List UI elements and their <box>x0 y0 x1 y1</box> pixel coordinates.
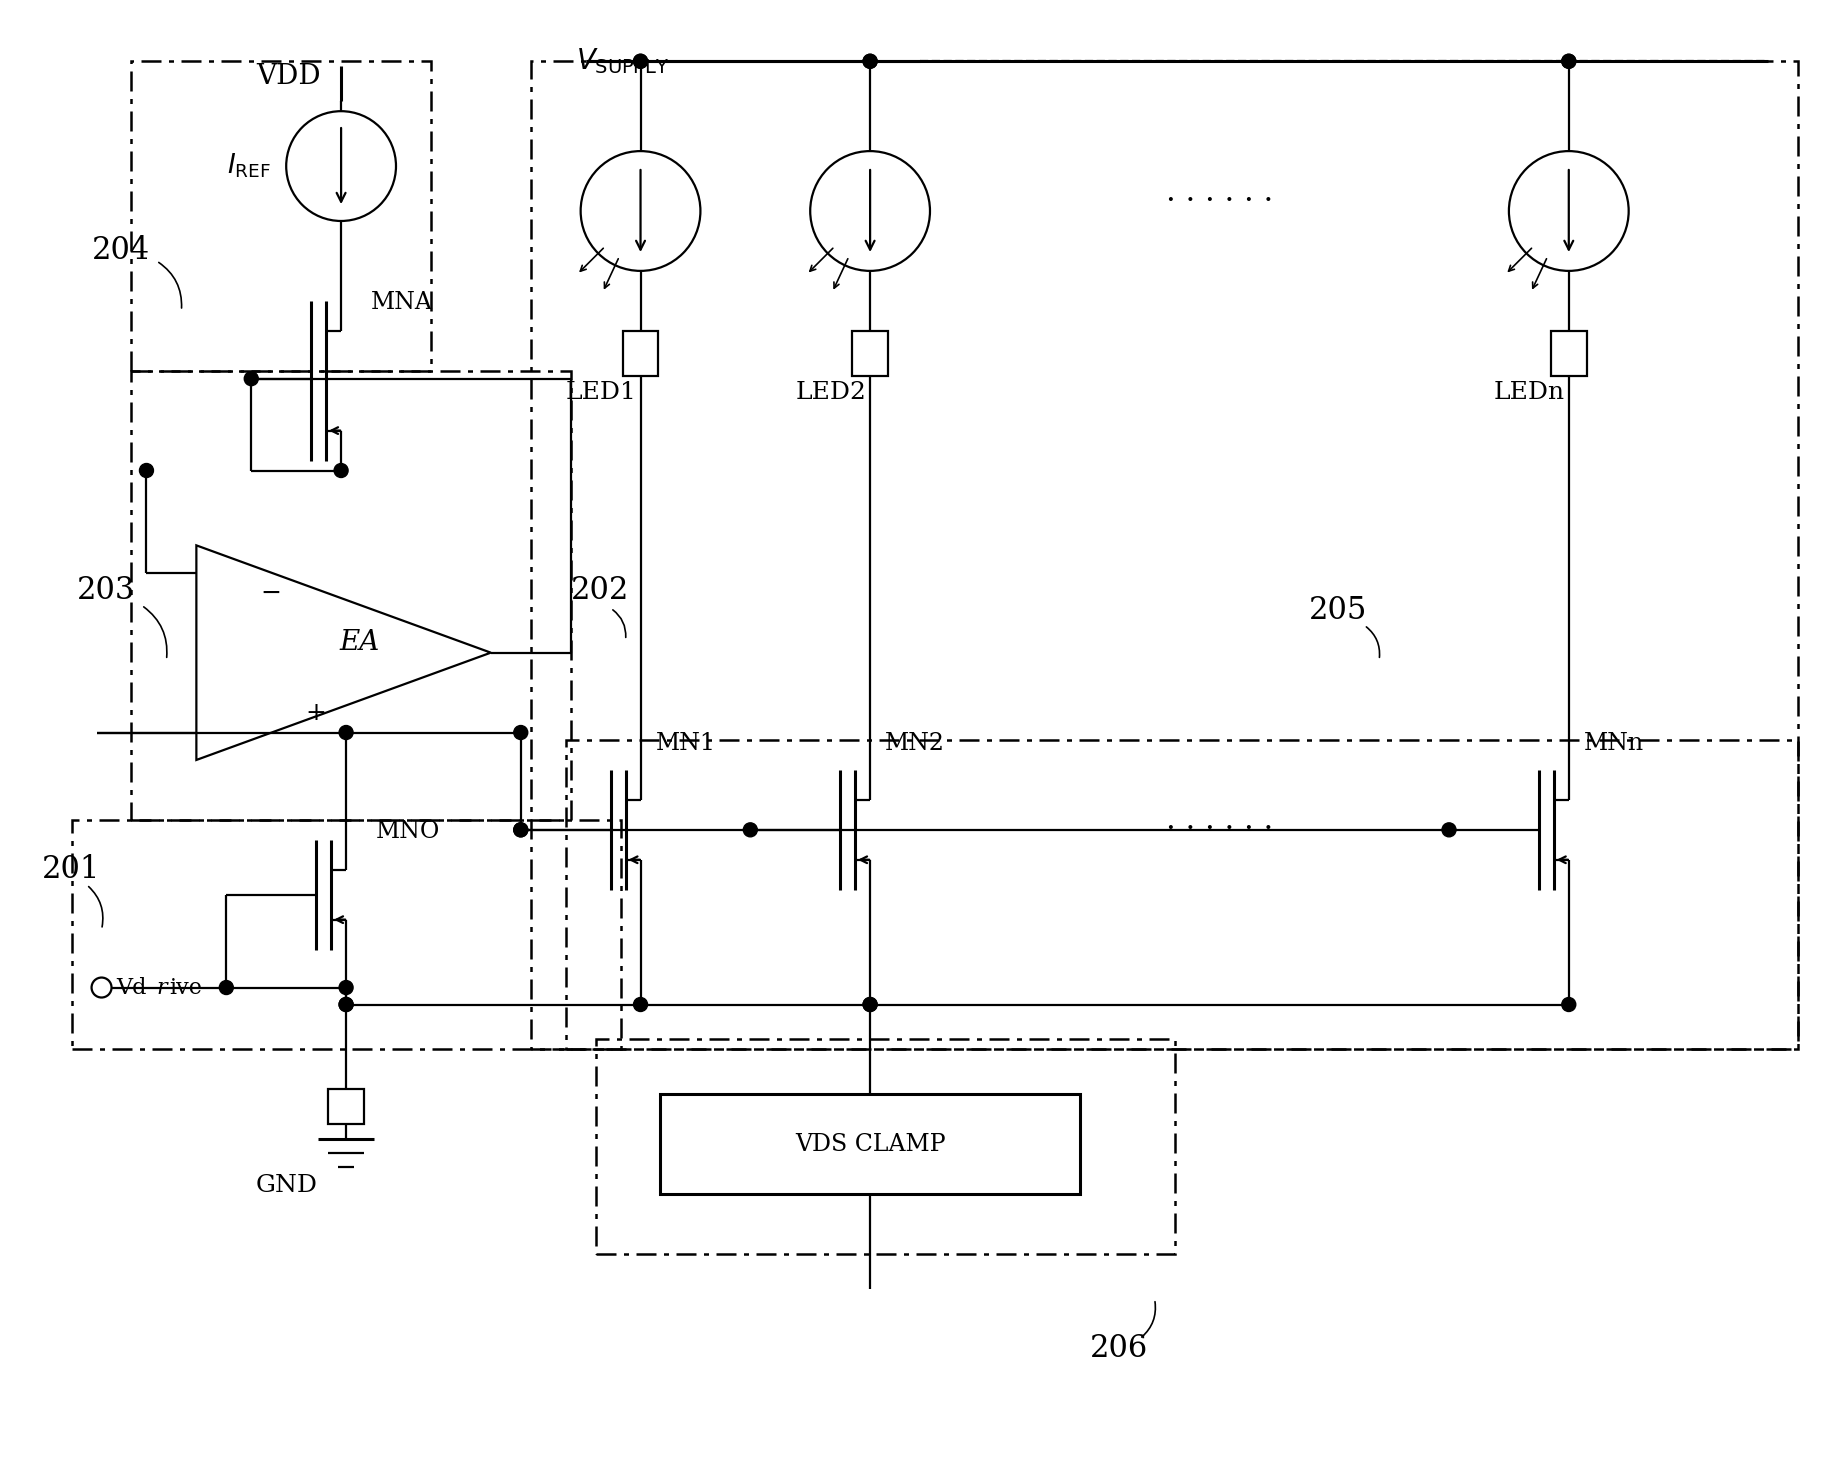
Text: +: + <box>307 701 327 725</box>
Text: 206: 206 <box>1090 1334 1149 1364</box>
Circle shape <box>140 463 153 478</box>
Circle shape <box>634 55 648 68</box>
Text: 202: 202 <box>571 575 630 606</box>
Text: VDD: VDD <box>257 64 321 90</box>
Circle shape <box>340 981 353 994</box>
Circle shape <box>244 371 259 386</box>
Bar <box>131 371 571 819</box>
Circle shape <box>863 55 877 68</box>
Text: 204: 204 <box>92 235 150 266</box>
Text: 203: 203 <box>76 575 135 606</box>
Bar <box>661 1094 1080 1194</box>
Circle shape <box>513 726 528 740</box>
Circle shape <box>863 997 877 1012</box>
Bar <box>72 819 621 1050</box>
Text: GND: GND <box>255 1174 318 1197</box>
Circle shape <box>340 997 353 1012</box>
Text: $V_{\rm SUPPLY}$: $V_{\rm SUPPLY}$ <box>576 46 669 75</box>
Circle shape <box>220 981 233 994</box>
Text: MNO: MNO <box>377 819 440 843</box>
Circle shape <box>340 997 353 1012</box>
Text: LEDn: LEDn <box>1494 380 1564 404</box>
Circle shape <box>1443 822 1455 837</box>
Circle shape <box>513 822 528 837</box>
Bar <box>1551 331 1587 376</box>
Text: −: − <box>260 581 283 605</box>
Text: MNn: MNn <box>1583 732 1644 754</box>
Text: LED2: LED2 <box>796 380 866 404</box>
Text: VDS CLAMP: VDS CLAMP <box>794 1133 946 1155</box>
Bar <box>131 61 430 371</box>
Text: EA: EA <box>340 629 380 657</box>
Text: 205: 205 <box>1310 595 1367 626</box>
Circle shape <box>513 822 528 837</box>
Bar <box>530 61 1799 1050</box>
Circle shape <box>340 726 353 740</box>
Text: 201: 201 <box>42 855 100 886</box>
Text: MNA: MNA <box>371 291 432 314</box>
Text: · · · · · ·: · · · · · · <box>1165 815 1273 846</box>
Circle shape <box>1563 997 1575 1012</box>
Bar <box>622 331 659 376</box>
Text: Vd: Vd <box>116 976 148 998</box>
Text: · · · · · ·: · · · · · · <box>1165 185 1273 216</box>
Circle shape <box>634 997 648 1012</box>
Text: MN2: MN2 <box>885 732 946 754</box>
Circle shape <box>1563 55 1575 68</box>
Text: $I_{\rm REF}$: $I_{\rm REF}$ <box>227 152 272 180</box>
Bar <box>329 1090 364 1124</box>
Bar <box>565 740 1799 1050</box>
Circle shape <box>742 822 757 837</box>
Bar <box>595 1040 1175 1254</box>
Text: r: r <box>157 976 166 998</box>
Circle shape <box>1563 55 1575 68</box>
Bar <box>851 331 888 376</box>
Text: MN1: MN1 <box>656 732 715 754</box>
Circle shape <box>863 997 877 1012</box>
Text: LED1: LED1 <box>565 380 637 404</box>
Text: ive: ive <box>170 976 203 998</box>
Circle shape <box>863 55 877 68</box>
Circle shape <box>634 55 648 68</box>
Circle shape <box>334 463 347 478</box>
